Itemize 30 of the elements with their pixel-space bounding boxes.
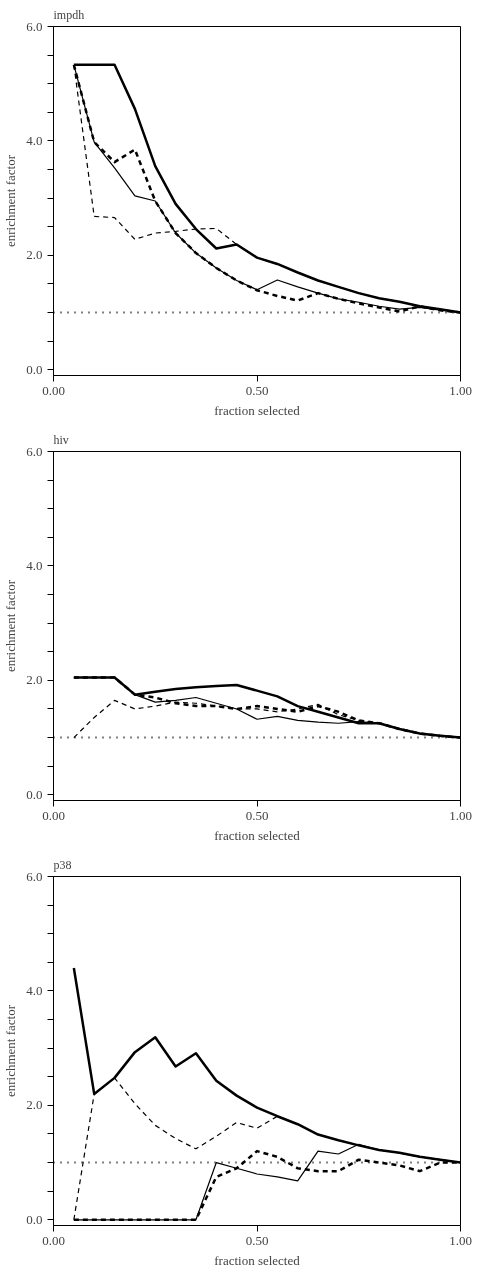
x-tick-label: 1.00 (449, 807, 472, 823)
x-tick-label: 0.00 (42, 1232, 65, 1248)
y-tick-label: 6.0 (26, 443, 43, 459)
x-axis-title: fraction selected (214, 402, 301, 418)
y-tick-label: 0.0 (26, 786, 43, 802)
y-tick-label: 6.0 (26, 18, 43, 34)
y-tick-label: 2.0 (26, 247, 43, 263)
x-tick-label: 0.50 (245, 807, 269, 823)
x-tick-label: 1.00 (449, 1232, 472, 1248)
x-tick-label: 0.50 (245, 1232, 269, 1248)
x-tick-label: 0.00 (42, 382, 65, 398)
y-tick-label: 0.0 (26, 361, 43, 377)
y-tick-label: 2.0 (26, 672, 43, 688)
y-axis-title: enrichment factor (3, 154, 19, 248)
y-tick-label: 4.0 (26, 557, 43, 573)
chart-title: hiv (53, 432, 69, 447)
x-axis-title: fraction selected (214, 827, 301, 843)
chart-title: impdh (53, 7, 85, 22)
y-tick-label: 4.0 (26, 132, 43, 148)
x-axis-title: fraction selected (214, 1252, 301, 1268)
y-tick-label: 4.0 (26, 982, 43, 998)
chart-title: p38 (53, 857, 72, 872)
y-axis-title: enrichment factor (3, 579, 19, 673)
y-axis-title: enrichment factor (3, 1004, 19, 1098)
x-tick-label: 0.50 (245, 382, 269, 398)
y-tick-label: 2.0 (26, 1097, 43, 1113)
y-tick-label: 0.0 (26, 1211, 43, 1227)
y-tick-label: 6.0 (26, 868, 43, 884)
x-tick-label: 1.00 (449, 382, 472, 398)
x-tick-label: 0.00 (42, 807, 65, 823)
